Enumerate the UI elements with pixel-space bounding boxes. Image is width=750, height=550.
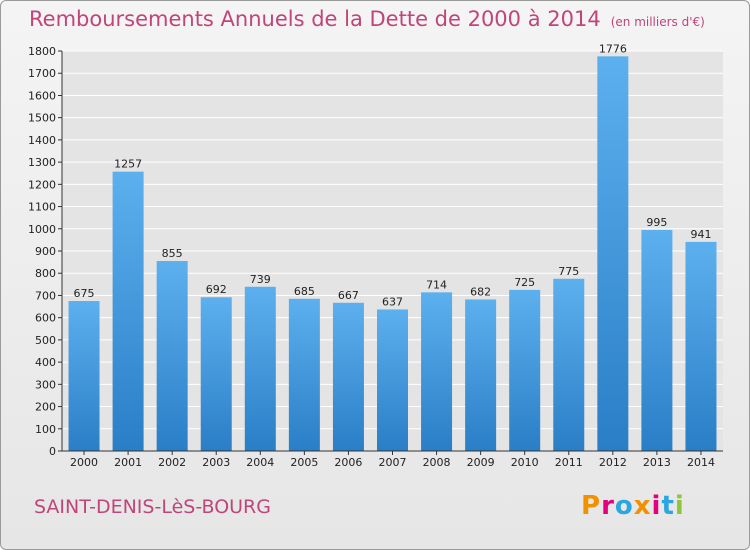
bar bbox=[332, 302, 364, 451]
x-tick-label: 2001 bbox=[114, 456, 142, 469]
x-tick-label: 2012 bbox=[599, 456, 627, 469]
bar-value-label: 941 bbox=[690, 228, 711, 241]
bar-value-label: 682 bbox=[470, 285, 491, 298]
bar bbox=[597, 56, 629, 451]
logo-letter: x bbox=[633, 491, 652, 521]
proxiti-logo[interactable]: Proxiti bbox=[581, 491, 685, 521]
title-text: Remboursements Annuels de la Dette de 20… bbox=[29, 7, 601, 31]
logo-letter: r bbox=[601, 491, 615, 521]
x-tick-label: 2005 bbox=[290, 456, 318, 469]
y-tick-label: 800 bbox=[35, 267, 56, 280]
logo-letter: t bbox=[661, 491, 675, 521]
axis-layer: 0 100 200 300 400 500 600 700 800 900 1000 1100 1200… bbox=[28, 45, 723, 469]
y-tick-label: 300 bbox=[35, 378, 56, 391]
bar bbox=[685, 241, 717, 451]
x-tick-label: 2003 bbox=[202, 456, 230, 469]
y-tick-label: 600 bbox=[35, 312, 56, 325]
bar-value-label: 667 bbox=[338, 289, 359, 302]
bar bbox=[156, 261, 188, 451]
bar bbox=[244, 286, 276, 451]
logo-letter: i bbox=[674, 491, 685, 521]
bar bbox=[288, 298, 320, 451]
x-tick-label: 2010 bbox=[511, 456, 539, 469]
x-tick-label: 2013 bbox=[643, 456, 671, 469]
x-tick-label: 2011 bbox=[555, 456, 583, 469]
chart-title: Remboursements Annuels de la Dette de 20… bbox=[29, 7, 705, 31]
bar bbox=[641, 229, 673, 451]
y-tick-label: 1800 bbox=[28, 45, 56, 58]
x-tick-label: 2000 bbox=[70, 456, 98, 469]
bar bbox=[112, 171, 144, 451]
y-tick-label: 1600 bbox=[28, 89, 56, 102]
bar bbox=[465, 299, 497, 451]
y-tick-label: 100 bbox=[35, 423, 56, 436]
logo-letter: P bbox=[581, 491, 602, 521]
x-tick-label: 2002 bbox=[158, 456, 186, 469]
bar-value-label: 995 bbox=[646, 216, 667, 229]
y-tick-label: 1100 bbox=[28, 201, 56, 214]
x-tick-label: 2007 bbox=[379, 456, 407, 469]
bar bbox=[200, 297, 232, 451]
bar-value-label: 675 bbox=[74, 287, 95, 300]
y-tick-label: 0 bbox=[49, 445, 56, 458]
bar-value-label: 714 bbox=[426, 278, 447, 291]
y-tick-label: 900 bbox=[35, 245, 56, 258]
bar-layer: 675 1257 855 692 739 685 667 637 714 682 725 775 177… bbox=[68, 42, 717, 451]
bar-value-label: 1257 bbox=[114, 158, 142, 171]
logo-letter: o bbox=[614, 491, 634, 521]
bar-value-label: 692 bbox=[206, 283, 227, 296]
y-tick-label: 500 bbox=[35, 334, 56, 347]
bar-value-label: 855 bbox=[162, 247, 183, 260]
y-tick-label: 1400 bbox=[28, 134, 56, 147]
x-tick-label: 2004 bbox=[246, 456, 274, 469]
y-tick-label: 1700 bbox=[28, 67, 56, 80]
bar-value-label: 637 bbox=[382, 295, 403, 308]
bar bbox=[421, 292, 453, 451]
y-tick-label: 700 bbox=[35, 289, 56, 302]
bar-value-label: 1776 bbox=[599, 42, 627, 55]
y-tick-label: 400 bbox=[35, 356, 56, 369]
y-tick-label: 200 bbox=[35, 401, 56, 414]
bar-value-label: 739 bbox=[250, 273, 271, 286]
bar bbox=[68, 301, 100, 451]
bar bbox=[509, 289, 541, 451]
x-tick-label: 2006 bbox=[334, 456, 362, 469]
x-tick-label: 2008 bbox=[423, 456, 451, 469]
bar-value-label: 685 bbox=[294, 285, 315, 298]
y-tick-label: 1300 bbox=[28, 156, 56, 169]
bar-value-label: 725 bbox=[514, 276, 535, 289]
x-tick-label: 2014 bbox=[687, 456, 715, 469]
y-tick-label: 1500 bbox=[28, 112, 56, 125]
unit-label: (en milliers d'€) bbox=[610, 15, 705, 29]
y-tick-label: 1200 bbox=[28, 178, 56, 191]
x-tick-label: 2009 bbox=[467, 456, 495, 469]
bar-value-label: 775 bbox=[558, 265, 579, 278]
city-name: SAINT-DENIS-LèS-BOURG bbox=[34, 496, 271, 518]
bar bbox=[377, 309, 408, 451]
logo-letter: i bbox=[651, 491, 662, 521]
bar bbox=[553, 278, 585, 451]
y-tick-label: 1000 bbox=[28, 223, 56, 236]
